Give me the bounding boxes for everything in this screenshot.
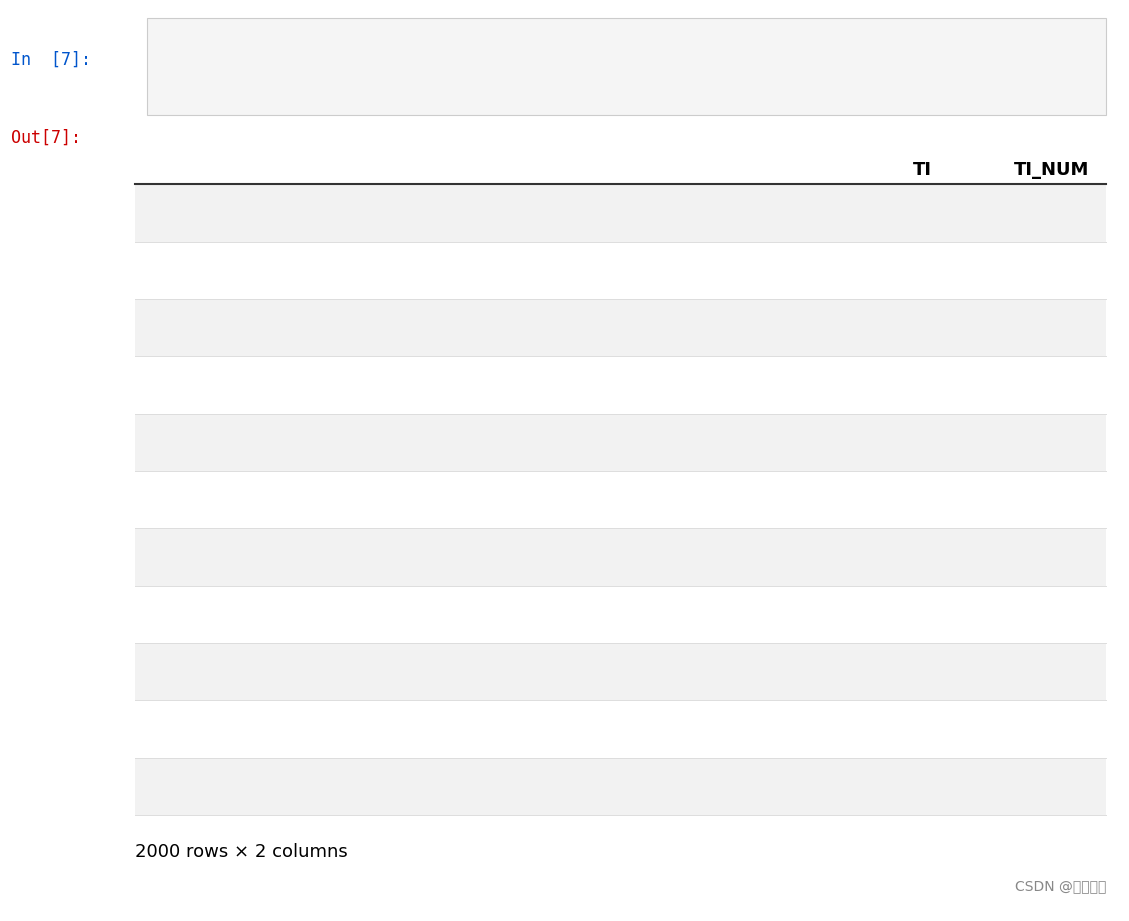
Text: ] = df[: ] = df[ xyxy=(261,51,334,69)
Text: ].apply(: ].apply( xyxy=(358,51,441,69)
Text: ]]: ]] xyxy=(317,85,338,103)
Text: How does exercise treatment compare with antih...: How does exercise treatment compare with… xyxy=(469,777,931,796)
Text: 14: 14 xyxy=(1067,663,1089,681)
Text: df[[: df[[ xyxy=(164,85,205,103)
Text: 1996: 1996 xyxy=(173,605,222,624)
Text: In  [7]:: In [7]: xyxy=(11,51,91,69)
Text: 1997: 1997 xyxy=(173,663,222,681)
Text: Effect of cocoa on blood pressure.: Effect of cocoa on blood pressure. xyxy=(624,204,931,222)
Text: 18: 18 xyxy=(1067,605,1089,624)
Text: Red meat, poultry, and egg consumption with th...: Red meat, poultry, and egg consumption w… xyxy=(476,319,931,336)
Text: ...: ... xyxy=(1073,491,1089,508)
Text: lambda: lambda xyxy=(422,51,485,69)
Text: Meta-analysis of prospective studies on the ef...: Meta-analysis of prospective studies on … xyxy=(500,433,931,451)
Text: TI: TI xyxy=(912,161,931,180)
Text: 6: 6 xyxy=(1078,204,1089,222)
Text: ': ' xyxy=(244,85,255,103)
Text: Out[7]:: Out[7]: xyxy=(11,129,81,147)
Text: 2000 rows × 2 columns: 2000 rows × 2 columns xyxy=(135,843,348,861)
Text: 1995: 1995 xyxy=(173,548,222,566)
Text: TI_NUM: TI_NUM xyxy=(1014,161,1089,180)
Text: Contribution of obstructive sleep apnoea to ar...: Contribution of obstructive sleep apnoea… xyxy=(499,663,931,681)
Text: ': ' xyxy=(196,85,207,103)
Text: TI: TI xyxy=(325,51,357,69)
Text: 17: 17 xyxy=(1067,433,1089,451)
Text: ...: ... xyxy=(858,491,875,508)
Text: [Clinical efficacy and perinatal outcome of ni...: [Clinical efficacy and perinatal outcome… xyxy=(509,720,931,738)
Text: df[: df[ xyxy=(164,51,195,69)
Text: ...: ... xyxy=(187,491,208,508)
Text: 4: 4 xyxy=(191,433,204,451)
Text: 1: 1 xyxy=(191,262,204,279)
Text: 12: 12 xyxy=(1067,548,1089,566)
Text: TI_NUM: TI_NUM xyxy=(196,51,270,69)
Text: 10: 10 xyxy=(1067,376,1089,394)
Text: ': ' xyxy=(309,85,320,103)
Text: 1999: 1999 xyxy=(173,777,222,796)
Text: TI_NUM: TI_NUM xyxy=(253,85,326,103)
Text: ,: , xyxy=(236,85,247,103)
Text: Fluoride Exposure and Blood Pressure: a System...: Fluoride Exposure and Blood Pressure: a … xyxy=(478,376,931,394)
Text: Impact of Antihypertensive Treatment on Matern...: Impact of Antihypertensive Treatment on … xyxy=(474,262,931,279)
Text: ': ' xyxy=(317,51,327,69)
Text: ': ' xyxy=(187,51,199,69)
Text: x: len(x.split())): x: len(x.split())) xyxy=(471,51,669,69)
Text: 3: 3 xyxy=(191,376,204,394)
Text: Renal denervation, adjusted drugs, or combined...: Renal denervation, adjusted drugs, or co… xyxy=(479,548,931,566)
Text: ': ' xyxy=(349,51,360,69)
Text: TI: TI xyxy=(204,85,236,103)
Text: ': ' xyxy=(228,85,239,103)
Text: Control of arterial hypertension in Spain: a s...: Control of arterial hypertension in Spai… xyxy=(514,605,931,624)
Text: 0: 0 xyxy=(191,204,204,222)
Text: 20: 20 xyxy=(1067,262,1089,279)
Text: 17: 17 xyxy=(1067,319,1089,336)
Text: CSDN @百木从森: CSDN @百木从森 xyxy=(1015,879,1106,893)
Text: 11: 11 xyxy=(1067,720,1089,738)
Text: ': ' xyxy=(253,51,263,69)
Text: 1998: 1998 xyxy=(173,720,222,738)
Text: 2: 2 xyxy=(191,319,204,336)
Text: 25: 25 xyxy=(1067,777,1089,796)
